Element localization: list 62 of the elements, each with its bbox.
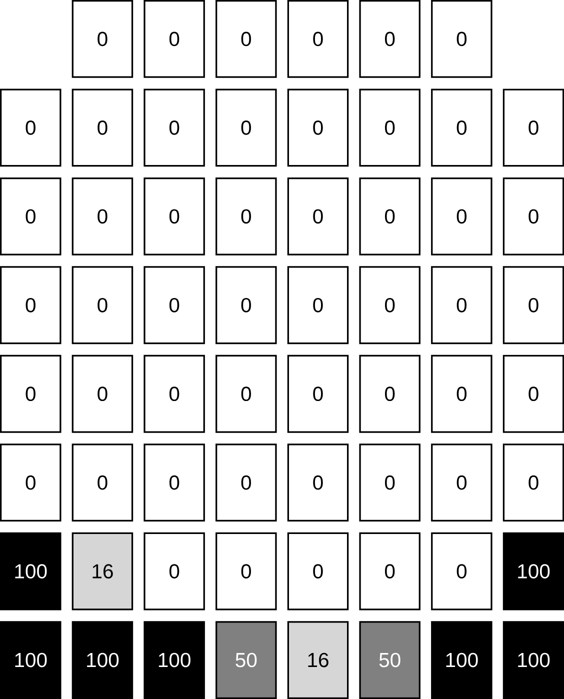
data-label: 100	[446, 652, 478, 668]
data-label: 0	[26, 298, 36, 312]
data-label: 0	[98, 120, 108, 135]
data-label: 0	[313, 120, 323, 135]
data-label: 0	[241, 298, 251, 312]
data-label: 0	[384, 209, 395, 224]
data-label: 0	[241, 120, 251, 135]
data-label: 0	[384, 564, 395, 578]
data-label: 0	[528, 209, 538, 224]
data-label: 16	[92, 564, 113, 578]
data-label: 0	[528, 298, 538, 312]
data-label: 0	[241, 32, 251, 46]
data-label: 0	[313, 298, 323, 312]
data-label: 0	[169, 564, 180, 578]
data-label: 0	[456, 298, 466, 312]
data-label: 0	[241, 386, 251, 402]
data-label: 0	[98, 298, 108, 312]
data-label: 100	[518, 652, 550, 668]
data-label: 0	[313, 32, 323, 46]
data-label: 0	[384, 298, 395, 312]
data-label: 0	[98, 209, 108, 224]
data-label: 0	[169, 386, 180, 402]
data-label: 0	[313, 209, 323, 224]
data-label: 100	[15, 564, 47, 578]
data-label: 0	[313, 564, 323, 578]
data-label: 0	[98, 32, 108, 46]
data-label: 0	[241, 564, 251, 578]
data-label: 0	[241, 209, 251, 224]
data-label: 0	[26, 386, 36, 402]
data-label: 0	[528, 120, 538, 135]
data-label: 0	[456, 120, 466, 135]
data-label: 100	[158, 652, 190, 668]
data-label: 0	[456, 32, 466, 46]
data-label: 0	[98, 386, 108, 402]
data-label: 100	[518, 564, 550, 578]
data-label: 50	[379, 652, 400, 668]
data-label: 0	[169, 120, 180, 135]
data-label: 0	[384, 475, 395, 490]
data-label: 0	[384, 32, 395, 46]
data-label: 100	[87, 652, 119, 668]
data-label: 0	[169, 475, 180, 490]
data-label: 0	[26, 120, 36, 135]
data-label: 0	[169, 298, 180, 312]
data-label: 0	[384, 386, 395, 402]
data-label: 0	[528, 475, 538, 490]
data-label: 0	[456, 209, 466, 224]
data-label: 0	[26, 209, 36, 224]
data-label: 0	[456, 386, 466, 402]
data-label: 0	[313, 386, 323, 402]
data-label: 50	[236, 652, 257, 668]
data-label: 0	[26, 475, 36, 490]
data-label: 100	[15, 652, 47, 668]
data-label: 0	[456, 564, 466, 578]
data-label: 16	[308, 652, 328, 668]
data-label: 0	[241, 475, 251, 490]
data-label: 0	[528, 386, 538, 402]
data-label: 0	[384, 120, 395, 135]
data-label: 0	[313, 475, 323, 490]
data-label: 0	[98, 475, 108, 490]
data-label: 0	[456, 475, 466, 490]
data-label: 0	[169, 32, 180, 46]
data-label: 0	[169, 209, 180, 224]
